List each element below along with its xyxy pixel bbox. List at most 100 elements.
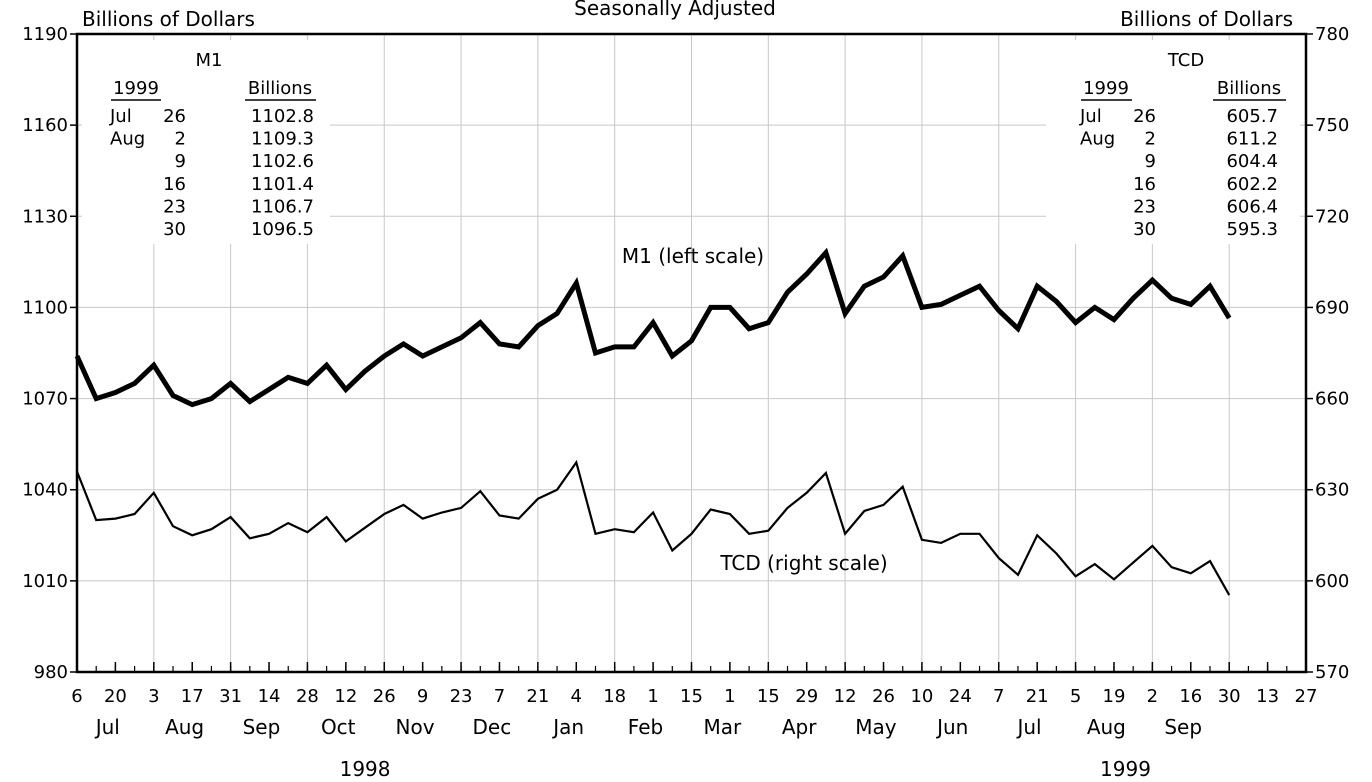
m1-table-row-value: 1106.7 (251, 196, 314, 217)
x-day-label: 30 (1218, 686, 1241, 707)
x-day-label: 3 (148, 686, 159, 707)
tcd-table-year-header: 1999 (1083, 78, 1129, 99)
m1-table-row-value: 1102.6 (251, 151, 314, 172)
tcd-table-row-value: 606.4 (1226, 196, 1278, 217)
series-lines (74, 247, 1232, 596)
tcd-table-row-day: 2 (1145, 129, 1156, 150)
x-day-label: 19 (1103, 686, 1126, 707)
left-y-tick-label: 1070 (22, 389, 68, 410)
m1-table-row-day: 26 (163, 106, 186, 127)
x-day-label: 15 (680, 686, 703, 707)
x-day-label: 21 (526, 686, 549, 707)
table-backgrounds (82, 40, 1300, 244)
x-day-label: 20 (104, 686, 127, 707)
right-y-tick-label: 720 (1315, 206, 1349, 227)
x-day-label: 14 (258, 686, 281, 707)
axis-ticks: 9801010104010701100113011601190570600630… (22, 24, 1349, 781)
left-y-tick-label: 1100 (22, 297, 68, 318)
m1-table-row-value: 1102.8 (251, 106, 314, 127)
m1-table-row-day: 9 (175, 151, 186, 172)
x-month-label: Sep (1164, 715, 1202, 739)
x-month-label: Jul (1015, 715, 1041, 739)
x-day-label: 7 (494, 686, 505, 707)
tcd-table-background (1046, 40, 1300, 244)
x-month-label: Feb (628, 715, 663, 739)
tcd-table-row-day: 30 (1133, 219, 1156, 240)
x-day-label: 24 (949, 686, 972, 707)
x-day-label: 26 (373, 686, 396, 707)
x-month-label: Oct (321, 715, 356, 739)
m1-table-row-month: Aug (110, 129, 145, 150)
x-month-label: Aug (165, 715, 204, 739)
tcd-table-row-value: 611.2 (1226, 129, 1278, 150)
tcd-table-title: TCD (1167, 50, 1204, 71)
left-y-tick-label: 1040 (22, 480, 68, 501)
tcd-table-row-day: 9 (1145, 151, 1156, 172)
x-day-label: 28 (296, 686, 319, 707)
x-month-label: May (855, 715, 897, 739)
x-day-label: 2 (1147, 686, 1158, 707)
x-day-label: 23 (450, 686, 473, 707)
x-day-label: 16 (1179, 686, 1202, 707)
x-day-label: 6 (71, 686, 82, 707)
x-day-label: 13 (1256, 686, 1279, 707)
tcd-table-row-value: 602.2 (1226, 174, 1278, 195)
m1-table-row-value: 1101.4 (251, 174, 314, 195)
x-day-label: 15 (757, 686, 780, 707)
x-day-label: 9 (417, 686, 428, 707)
x-day-label: 4 (571, 686, 582, 707)
m1-table-row-month: Jul (109, 106, 132, 127)
x-month-label: Jan (551, 715, 584, 739)
tcd-table-row-day: 26 (1133, 106, 1156, 127)
m1-series-label: M1 (left scale) (622, 244, 764, 268)
right-y-tick-label: 780 (1315, 24, 1349, 45)
x-day-label: 21 (1026, 686, 1049, 707)
x-day-label: 26 (872, 686, 895, 707)
x-day-label: 27 (1295, 686, 1318, 707)
x-day-label: 7 (993, 686, 1004, 707)
x-day-label: 18 (603, 686, 626, 707)
x-day-label: 12 (334, 686, 357, 707)
tcd-table-row-day: 23 (1133, 196, 1156, 217)
x-day-label: 29 (795, 686, 818, 707)
x-year-label: 1999 (1100, 757, 1151, 781)
m1-table-background (82, 40, 330, 244)
x-month-label: Jul (94, 715, 120, 739)
x-month-label: Aug (1087, 715, 1126, 739)
right-y-tick-label: 570 (1315, 662, 1349, 683)
left-y-tick-label: 1190 (22, 24, 68, 45)
tcd-table-value-header: Billions (1217, 78, 1281, 99)
right-y-tick-label: 600 (1315, 571, 1349, 592)
x-day-label: 1 (647, 686, 658, 707)
tcd-table-row-month: Jul (1079, 106, 1102, 127)
m1-table-row-value: 1096.5 (251, 219, 314, 240)
m1-table-row-day: 23 (163, 196, 186, 217)
tcd-table-row-value: 595.3 (1226, 219, 1278, 240)
x-month-label: Jun (935, 715, 968, 739)
x-month-label: Apr (782, 715, 817, 739)
left-axis-title: Billions of Dollars (82, 7, 255, 31)
tcd-series-label: TCD (right scale) (719, 551, 887, 575)
left-y-tick-label: 1160 (22, 115, 68, 136)
x-month-label: Mar (703, 715, 742, 739)
x-day-label: 1 (724, 686, 735, 707)
x-day-label: 31 (219, 686, 242, 707)
left-y-tick-label: 1130 (22, 206, 68, 227)
tcd-table-row-value: 605.7 (1226, 106, 1278, 127)
right-y-tick-label: 660 (1315, 389, 1349, 410)
tcd-table-row-day: 16 (1133, 174, 1156, 195)
right-y-tick-label: 690 (1315, 297, 1349, 318)
m1-table-row-day: 30 (163, 219, 186, 240)
m1-table-row-day: 2 (175, 129, 186, 150)
x-day-label: 17 (181, 686, 204, 707)
chart-subtitle: Seasonally Adjusted (574, 0, 776, 20)
right-y-tick-label: 750 (1315, 115, 1349, 136)
right-y-tick-label: 630 (1315, 480, 1349, 501)
m1-table-value-header: Billions (248, 78, 312, 99)
right-axis-title: Billions of Dollars (1120, 7, 1293, 31)
m1-table-row-day: 16 (163, 174, 186, 195)
m1-table-year-header: 1999 (113, 78, 159, 99)
tcd-table-row-value: 604.4 (1226, 151, 1278, 172)
